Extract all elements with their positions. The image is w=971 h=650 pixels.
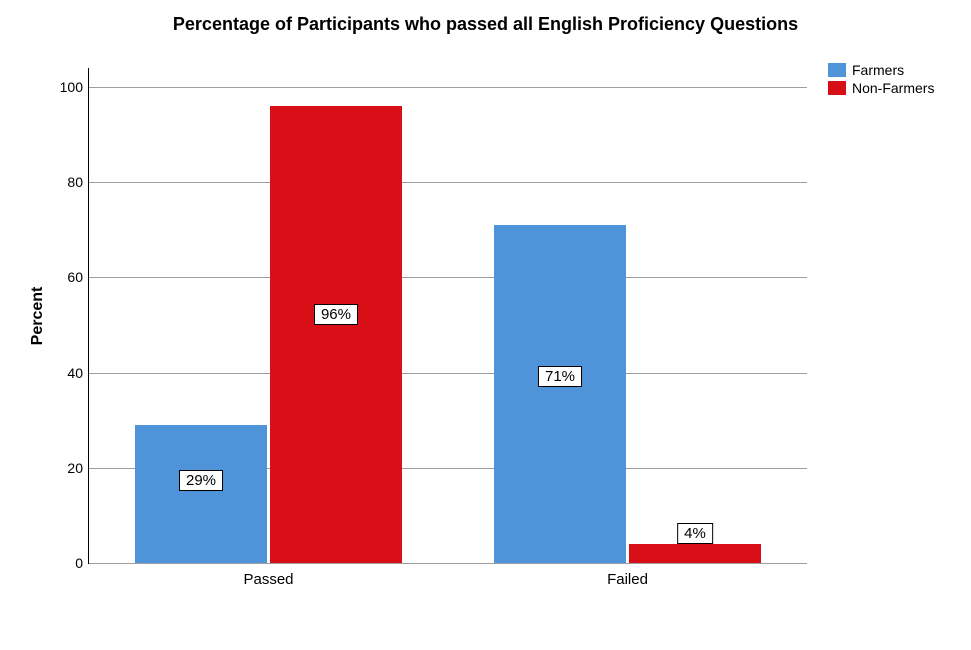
bar-value-label: 4% — [677, 523, 713, 544]
gridline — [89, 182, 807, 183]
legend-item: Non-Farmers — [828, 80, 934, 96]
y-tick-label: 80 — [67, 174, 89, 190]
bar-value-label: 71% — [538, 366, 582, 387]
y-tick-label: 0 — [75, 555, 89, 571]
chart-container: Percentage of Participants who passed al… — [0, 0, 971, 650]
gridline — [89, 563, 807, 564]
gridline — [89, 87, 807, 88]
bar-value-label: 29% — [179, 470, 223, 491]
x-tick-label: Passed — [243, 571, 293, 588]
y-tick-label: 60 — [67, 269, 89, 285]
gridline — [89, 373, 807, 374]
legend: Farmers Non-Farmers — [828, 62, 934, 98]
gridline — [89, 277, 807, 278]
bar — [494, 225, 626, 563]
y-tick-label: 100 — [60, 79, 89, 95]
bar — [135, 425, 267, 563]
y-tick-label: 20 — [67, 460, 89, 476]
bar-value-label: 96% — [314, 304, 358, 325]
legend-label: Farmers — [852, 62, 904, 78]
chart-title: Percentage of Participants who passed al… — [0, 14, 971, 35]
bar — [270, 106, 402, 563]
plot-area: 020406080100PassedFailed29%96%71%4% — [88, 68, 807, 564]
x-tick-label: Failed — [607, 571, 648, 588]
bar — [629, 544, 761, 563]
y-tick-label: 40 — [67, 365, 89, 381]
legend-item: Farmers — [828, 62, 934, 78]
legend-swatch — [828, 81, 846, 95]
legend-swatch — [828, 63, 846, 77]
y-axis-label: Percent — [29, 286, 47, 345]
legend-label: Non-Farmers — [852, 80, 934, 96]
